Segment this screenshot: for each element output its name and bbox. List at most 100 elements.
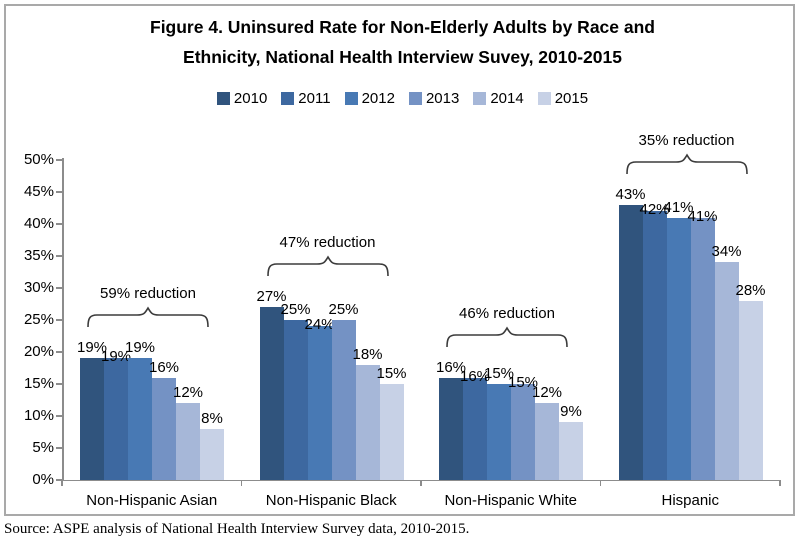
- y-axis-label: 25%: [23, 311, 54, 328]
- data-label: 24%: [304, 316, 335, 334]
- y-tick: [56, 479, 62, 481]
- legend-swatch-icon: [281, 92, 295, 105]
- legend-swatch-icon: [216, 92, 230, 105]
- x-tick: [240, 480, 243, 486]
- legend-swatch-icon: [344, 92, 358, 105]
- y-tick: [56, 383, 62, 385]
- legend-swatch-icon: [473, 92, 487, 105]
- y-axis-label: 5%: [32, 439, 54, 456]
- y-tick: [56, 255, 62, 257]
- bar-2014-non-hispanic-white: [535, 403, 559, 480]
- legend-item-2011: 2011: [281, 90, 331, 107]
- bar-2011-hispanic: [642, 211, 667, 480]
- data-label: 9%: [560, 403, 582, 421]
- legend-item-2015: 2015: [537, 90, 589, 107]
- data-label: 16%: [435, 358, 467, 376]
- y-tick: [56, 415, 62, 417]
- data-label: 19%: [124, 339, 156, 357]
- legend-item-2010: 2010: [216, 90, 268, 107]
- y-axis-label: 20%: [23, 343, 54, 360]
- brace-icon: [87, 306, 209, 328]
- legend-label: 2014: [490, 90, 524, 107]
- legend-label: 2013: [425, 90, 460, 107]
- category-label: Non-Hispanic Asian: [86, 492, 218, 509]
- bar-2013-non-hispanic-white: [511, 384, 535, 480]
- x-tick: [779, 480, 781, 486]
- legend-swatch-icon: [408, 92, 422, 105]
- data-label: 25%: [328, 301, 359, 318]
- bar-2010-non-hispanic-white: [439, 377, 463, 480]
- legend-label: 2012: [361, 90, 395, 107]
- chart-title-line2: Ethnicity, National Health Interview Suv…: [183, 47, 622, 67]
- legend-label: 2015: [554, 90, 589, 107]
- brace-icon: [625, 153, 748, 174]
- bar-2010-hispanic: [618, 204, 643, 480]
- y-axis-label: 10%: [23, 407, 54, 424]
- data-label: 41%: [663, 198, 694, 216]
- data-label: 27%: [256, 288, 287, 306]
- chart-title: Figure 4. Uninsured Rate for Non-Elderly…: [0, 12, 805, 72]
- data-label: 34%: [711, 243, 742, 261]
- bar-2015-non-hispanic-white: [559, 422, 583, 480]
- data-label: 15%: [376, 365, 407, 382]
- bar-2014-non-hispanic-black: [355, 364, 380, 480]
- legend: 2010 2011 2012 2013 2014 2015: [0, 90, 805, 107]
- chart-title-line1: Figure 4. Uninsured Rate for Non-Elderly…: [150, 17, 655, 37]
- source-note: Source: ASPE analysis of National Health…: [4, 521, 470, 537]
- data-label: 18%: [352, 345, 383, 363]
- y-tick: [56, 287, 62, 289]
- bar-2013-non-hispanic-black: [331, 320, 356, 480]
- legend-item-2012: 2012: [344, 90, 395, 107]
- reduction-label: 35% reduction: [638, 131, 735, 149]
- reduction-label: 59% reduction: [100, 285, 196, 303]
- y-axis-label: 35%: [23, 247, 54, 264]
- bar-2012-hispanic: [666, 217, 691, 480]
- bar-2013-hispanic: [690, 217, 715, 480]
- reduction-label: 46% reduction: [459, 304, 555, 322]
- y-axis-label: 50%: [23, 151, 54, 168]
- legend-label: 2010: [233, 90, 268, 107]
- y-axis-label: 30%: [23, 279, 54, 296]
- data-label: 12%: [172, 384, 204, 402]
- legend-label: 2011: [298, 90, 331, 107]
- brace-icon: [446, 326, 568, 347]
- data-label: 43%: [615, 185, 646, 203]
- bar-2015-non-hispanic-asian: [200, 428, 224, 480]
- bar-2015-hispanic: [738, 300, 763, 480]
- data-label: 16%: [148, 358, 180, 376]
- y-axis-line: [62, 158, 64, 480]
- bar-2011-non-hispanic-black: [283, 320, 308, 480]
- data-label: 15%: [507, 374, 539, 391]
- data-label: 19%: [76, 339, 108, 357]
- y-tick: [56, 191, 62, 193]
- reduction-label: 47% reduction: [279, 234, 376, 252]
- data-label: 19%: [100, 348, 132, 366]
- bar-2010-non-hispanic-asian: [80, 358, 104, 480]
- bar-2011-non-hispanic-white: [463, 377, 487, 480]
- legend-swatch-icon: [537, 92, 551, 105]
- data-label: 16%: [459, 367, 491, 385]
- bar-2013-non-hispanic-asian: [152, 377, 176, 480]
- y-axis-label: 45%: [23, 183, 54, 200]
- x-tick: [61, 480, 63, 486]
- x-tick: [420, 480, 422, 486]
- data-label: 41%: [687, 207, 718, 225]
- y-tick: [56, 351, 62, 353]
- data-label: 15%: [483, 365, 515, 382]
- data-label: 42%: [639, 201, 670, 219]
- y-tick: [56, 447, 62, 449]
- data-label: 25%: [280, 301, 311, 318]
- y-axis-label: 15%: [23, 375, 54, 392]
- y-tick: [56, 223, 62, 225]
- bar-2010-non-hispanic-black: [259, 307, 284, 480]
- y-axis-label: 0%: [32, 471, 54, 488]
- data-label: 12%: [531, 384, 563, 402]
- bar-2012-non-hispanic-white: [487, 384, 511, 480]
- bar-2012-non-hispanic-black: [307, 326, 332, 480]
- category-label: Non-Hispanic White: [444, 492, 578, 509]
- category-label: Hispanic: [661, 492, 720, 509]
- data-label: 8%: [201, 409, 223, 427]
- y-tick: [56, 319, 62, 321]
- x-tick: [599, 480, 602, 486]
